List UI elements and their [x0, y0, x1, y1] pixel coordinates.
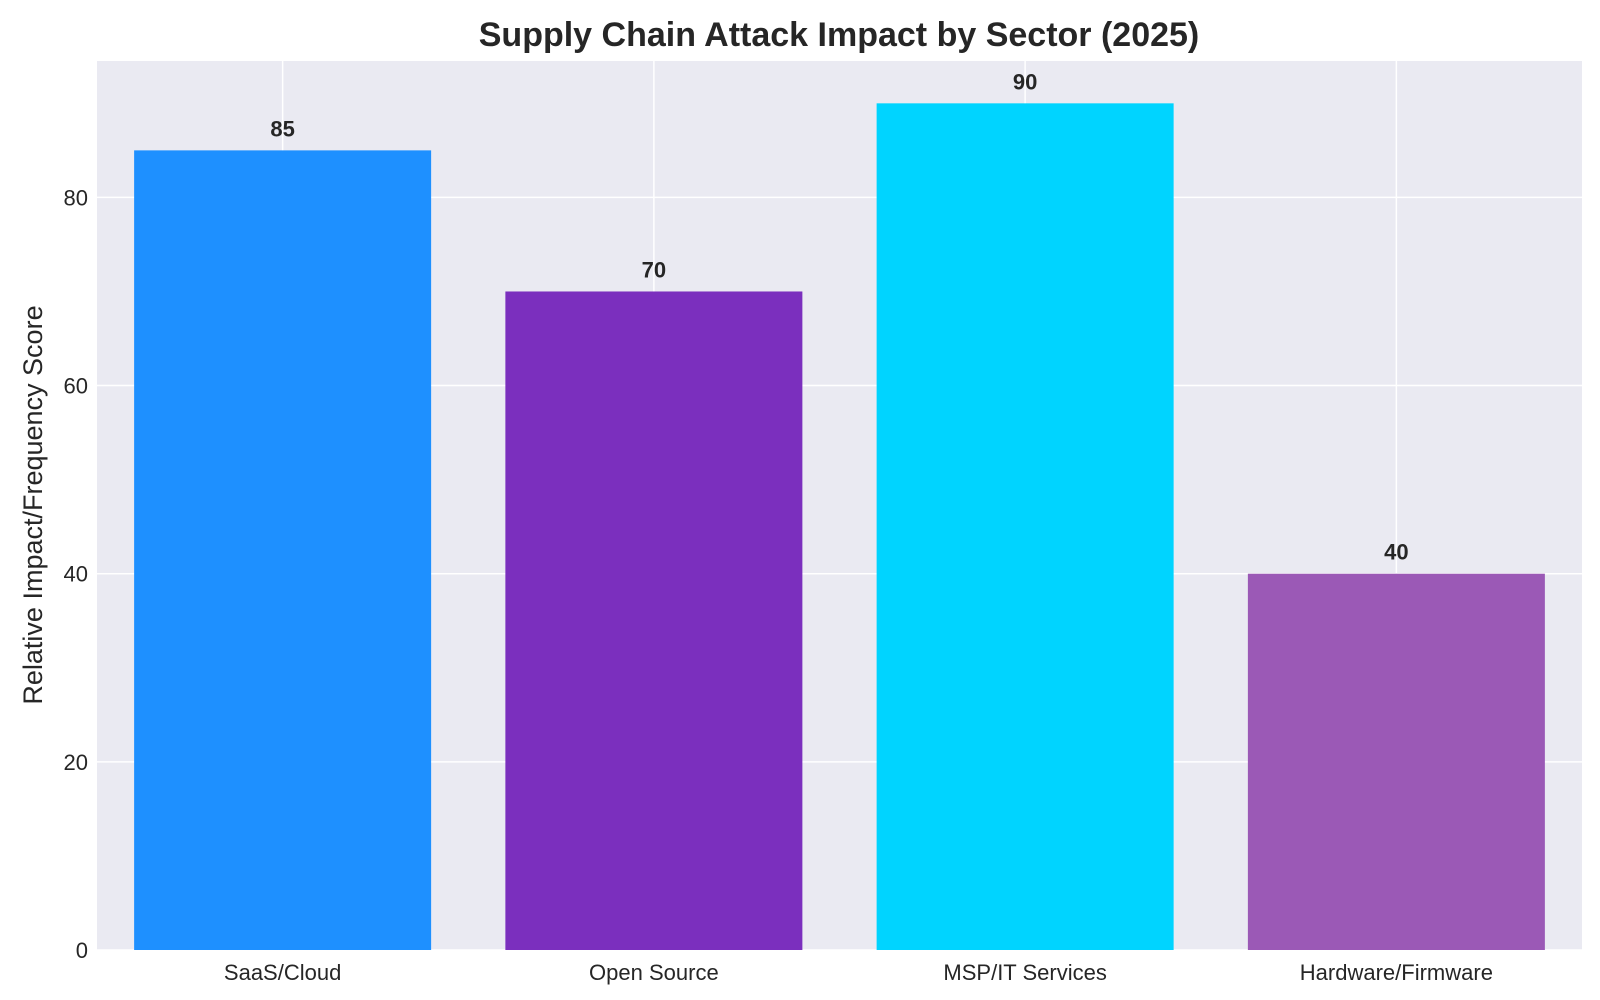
bars-layer	[134, 103, 1545, 951]
x-tick-label: Hardware/Firmware	[1300, 960, 1493, 985]
bar	[1247, 573, 1545, 950]
x-tick-label: MSP/IT Services	[943, 960, 1106, 985]
y-tick-label: 20	[64, 750, 88, 775]
y-tick-labels: 0 20 40 60 80	[64, 185, 88, 963]
y-axis-label: Relative Impact/Frequency Score	[18, 305, 48, 704]
y-tick-label: 80	[64, 185, 88, 210]
value-labels-layer: 85 70 90 40	[270, 69, 1408, 564]
y-tick-label: 0	[76, 938, 88, 963]
x-tick-labels: SaaS/Cloud Open Source MSP/IT Services Hard…	[224, 960, 1493, 985]
bar-value-label: 85	[270, 116, 294, 141]
bar	[876, 103, 1174, 951]
y-tick-label: 40	[64, 562, 88, 587]
bar-value-label: 70	[642, 257, 666, 282]
bar	[134, 150, 432, 951]
bar-value-label: 90	[1013, 69, 1037, 94]
x-tick-label: SaaS/Cloud	[224, 960, 341, 985]
x-tick-label: Open Source	[589, 960, 719, 985]
y-tick-label: 60	[64, 374, 88, 399]
chart-title: Supply Chain Attack Impact by Sector (20…	[479, 16, 1200, 54]
bar-value-label: 40	[1384, 540, 1408, 565]
bar	[505, 291, 803, 951]
